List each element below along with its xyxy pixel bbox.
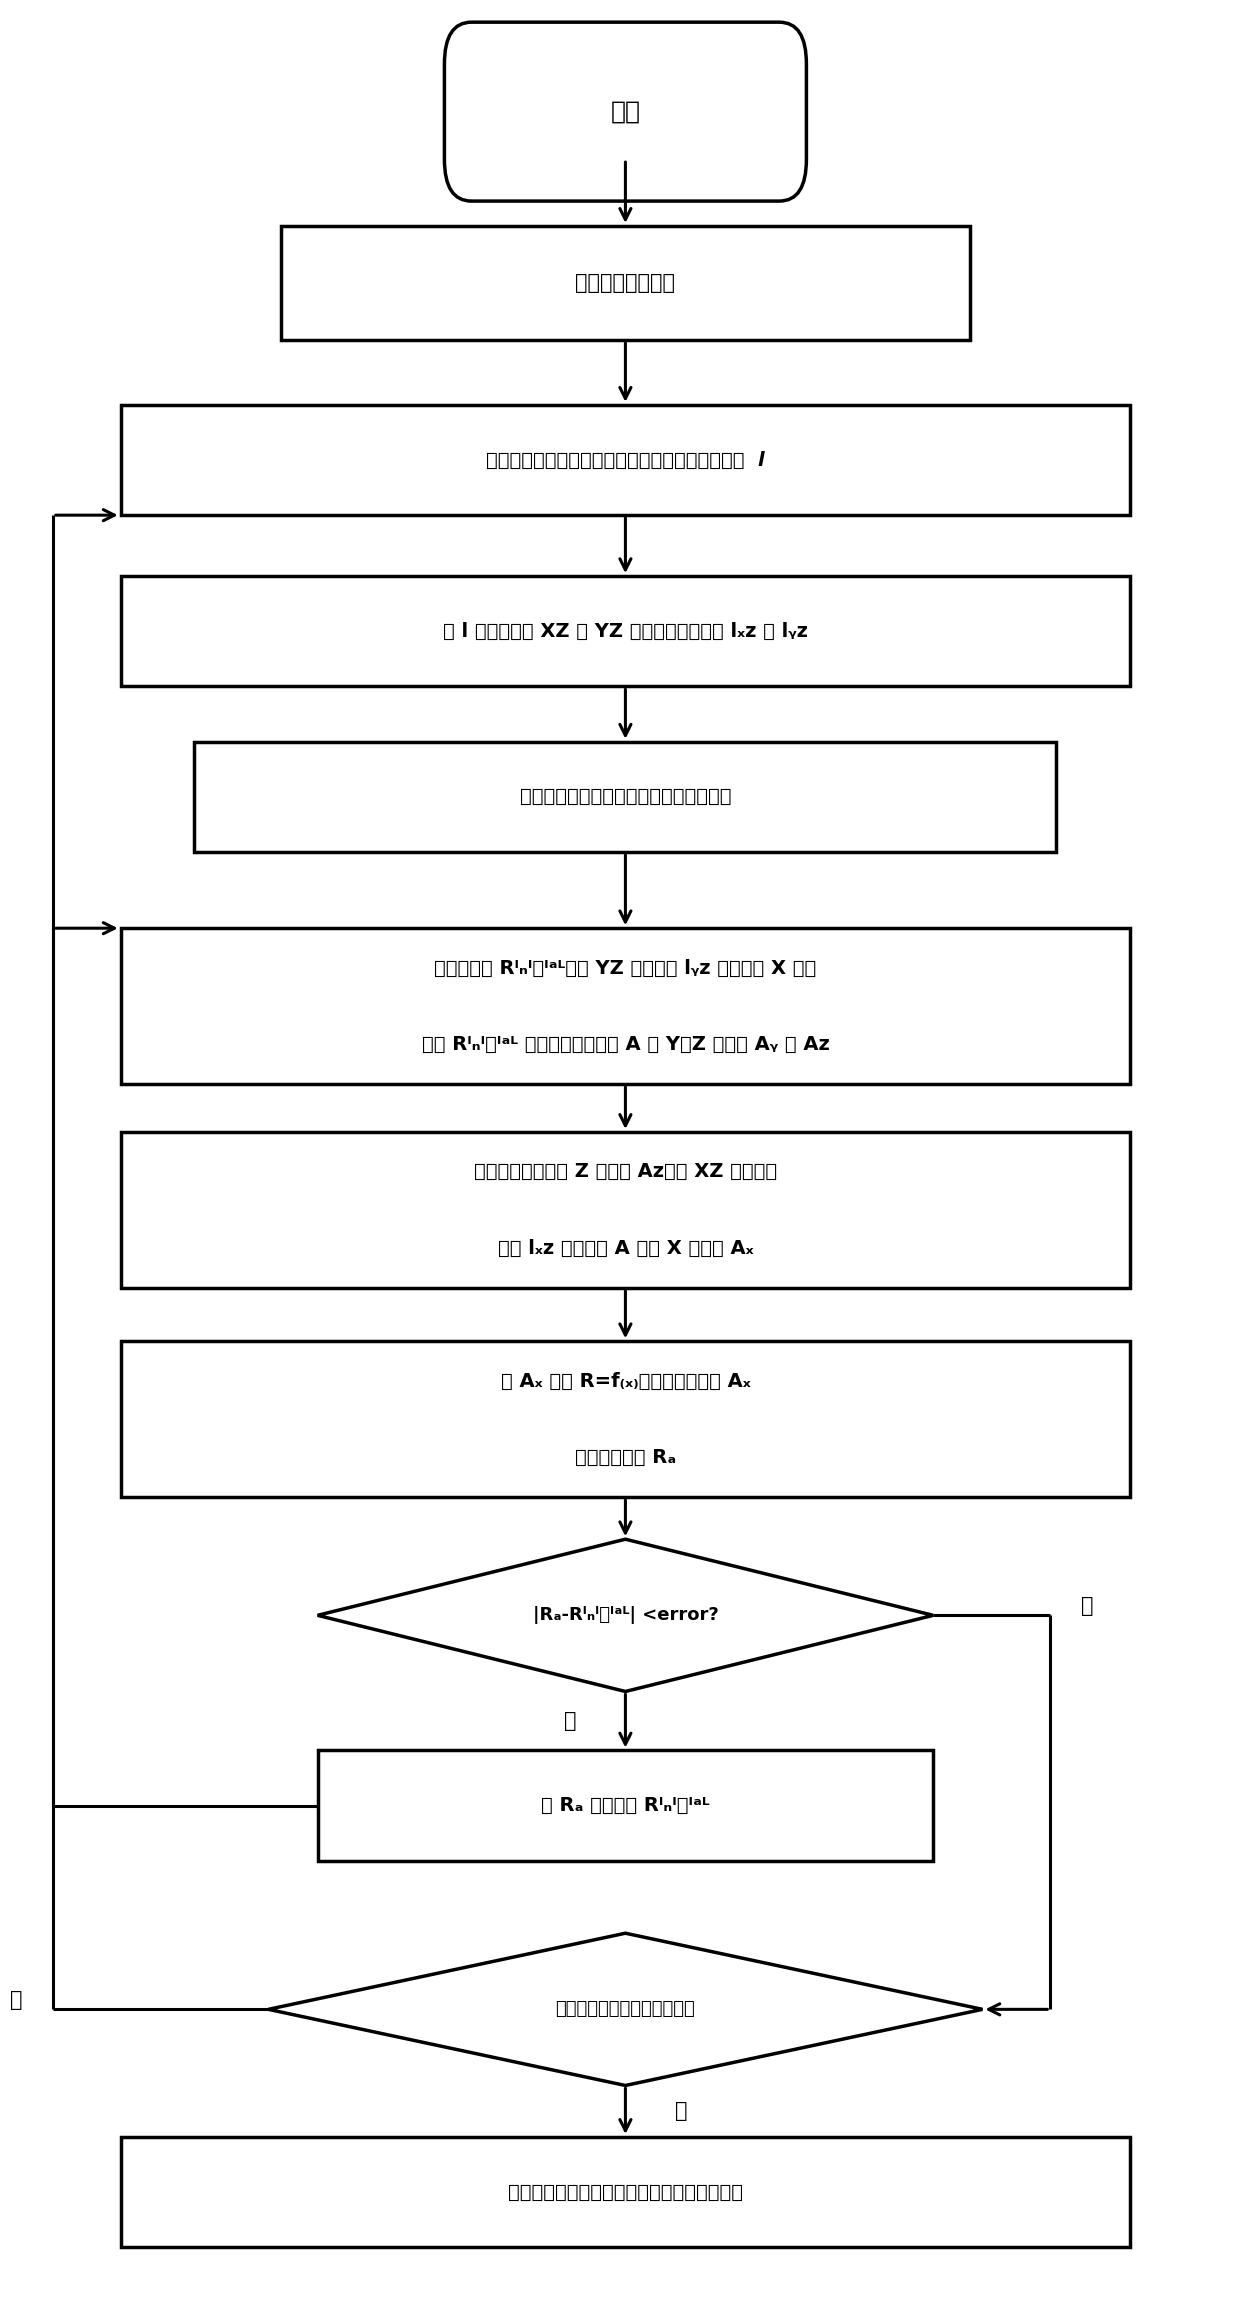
Text: 开始: 开始 (610, 99, 640, 124)
Polygon shape (268, 1933, 982, 2087)
Text: 将 Rₐ 値赋値给 Rᴵₙᴵᶗᴵᵃᴸ: 将 Rₐ 値赋値给 Rᴵₙᴵᶗᴵᵃᴸ (542, 1797, 710, 1815)
Text: 否: 否 (564, 1712, 577, 1730)
Text: 所有空间曲线是否都计算过？: 所有空间曲线是否都计算过？ (555, 1999, 695, 2018)
Bar (317, 1751, 934, 1861)
Text: 时的真实半径 Rₐ: 时的真实半径 Rₐ (575, 1448, 676, 1466)
Bar (121, 1342, 1131, 1498)
Text: 给定一初値 Rᴵₙᴵᶗᴵᵃᴸ，在 YZ 平面上求 lᵧᴢ 与轴线为 X 轴半: 给定一初値 Rᴵₙᴵᶗᴵᵃᴸ，在 YZ 平面上求 lᵧᴢ 与轴线为 X 轴半 (434, 958, 816, 977)
Bar (121, 1133, 1131, 1287)
Text: 是: 是 (1081, 1595, 1093, 1615)
Bar (121, 577, 1131, 687)
Text: 根据 lₓᴢ 插値求得 A 点的 X 坐标値 Aₓ: 根据 lₓᴢ 插値求得 A 点的 X 坐标値 Aₓ (498, 1239, 754, 1257)
Text: 径为 Rᴵₙᴵᶗᴵᵃᴸ 的圆柱回转面交点 A 的 Y、Z 坐标値 Aᵧ 和 Aᴢ: 径为 Rᴵₙᴵᶗᴵᵃᴸ 的圆柱回转面交点 A 的 Y、Z 坐标値 Aᵧ 和 Aᴢ (422, 1034, 829, 1055)
Bar (121, 404, 1131, 515)
Text: 是: 是 (675, 2100, 688, 2121)
Text: 将 l 分别投影到 XZ 和 YZ 平面上，得到曲线 lₓᴢ 和 lᵧᴢ: 将 l 分别投影到 XZ 和 YZ 平面上，得到曲线 lₓᴢ 和 lᵧᴢ (443, 623, 807, 641)
Bar (121, 928, 1131, 1085)
Bar (121, 2137, 1131, 2247)
Text: 否: 否 (10, 1990, 22, 2011)
Bar (281, 225, 970, 340)
Text: 读入叶片型线数据: 读入叶片型线数据 (575, 273, 675, 292)
FancyBboxPatch shape (444, 23, 806, 202)
Polygon shape (317, 1540, 934, 1691)
Text: |Rₐ-Rᴵₙᴵᶗᴵᵃᴸ| <error?: |Rₐ-Rᴵₙᴵᶗᴵᵃᴸ| <error? (533, 1606, 719, 1625)
Text: 将一组叶片各截面上对应的点取出，组成空间曲线  l: 将一组叶片各截面上对应的点取出，组成空间曲线 l (487, 450, 765, 469)
Bar (195, 742, 1056, 853)
Text: 根据上一步求得的 Z 坐标値 Aᴢ，在 XZ 平面上，: 根据上一步求得的 Z 坐标値 Aᴢ，在 XZ 平面上， (474, 1163, 778, 1181)
Text: 根据了午面流道形状给定回转面控制方程: 根据了午面流道形状给定回转面控制方程 (519, 788, 731, 807)
Text: 将所求得的各交点连接构成叶片回转截面型线: 将所求得的各交点连接构成叶片回转截面型线 (508, 2183, 743, 2201)
Text: 将 Aₓ 代入 R=f₍ₓ₎，求得坐标値为 Aₓ: 将 Aₓ 代入 R=f₍ₓ₎，求得坐标値为 Aₓ (500, 1372, 750, 1390)
